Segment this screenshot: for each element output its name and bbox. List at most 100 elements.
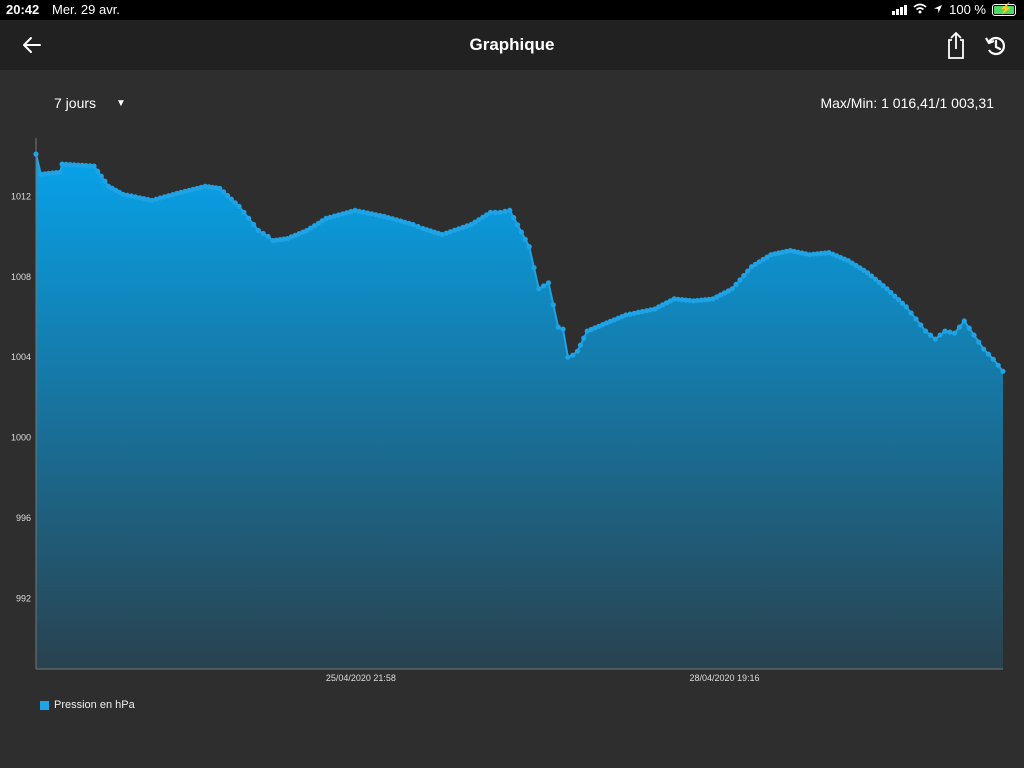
data-point <box>98 173 104 179</box>
data-point <box>756 259 762 265</box>
data-point <box>627 311 633 317</box>
data-point <box>157 195 163 201</box>
back-button[interactable] <box>18 32 48 58</box>
status-right: 100 % ⚡ <box>892 2 1016 17</box>
data-point <box>861 267 867 273</box>
app-bar: Graphique <box>0 20 1024 70</box>
data-point <box>492 209 498 215</box>
legend-swatch <box>40 700 49 710</box>
period-dropdown[interactable]: 7 jours ▼ <box>54 95 126 111</box>
data-point <box>53 170 59 176</box>
data-point <box>476 217 482 223</box>
data-point <box>83 163 89 169</box>
data-point <box>923 328 929 334</box>
data-point <box>619 314 625 320</box>
data-point <box>487 209 494 215</box>
data-point <box>845 258 851 264</box>
data-point <box>381 213 387 219</box>
data-point <box>174 190 180 196</box>
data-point <box>596 323 602 329</box>
y-tick-label: 1008 <box>11 272 31 282</box>
data-point <box>511 215 517 221</box>
data-point <box>57 169 63 175</box>
data-point <box>971 332 977 338</box>
status-bar: 20:42 Mer. 29 avr. 100 % ⚡ <box>0 0 1024 20</box>
data-point <box>791 248 797 254</box>
data-point <box>364 210 371 216</box>
data-point <box>456 226 462 232</box>
data-point <box>803 251 809 257</box>
data-point <box>33 151 39 157</box>
data-point <box>190 186 196 192</box>
data-point <box>966 325 972 331</box>
data-point <box>764 254 770 260</box>
data-point <box>795 249 801 255</box>
data-point <box>161 194 168 200</box>
data-point <box>464 223 470 229</box>
data-point <box>536 286 542 292</box>
legend-label: Pression en hPa <box>54 699 135 711</box>
data-point <box>981 346 987 352</box>
data-point <box>497 209 503 215</box>
history-button[interactable] <box>982 32 1010 60</box>
data-point <box>308 225 314 231</box>
data-point <box>415 223 421 230</box>
data-point <box>752 261 759 267</box>
period-label: 7 jours <box>54 95 97 111</box>
data-point <box>826 250 832 256</box>
data-point <box>431 229 437 235</box>
data-point <box>369 211 375 217</box>
data-point <box>265 233 271 240</box>
data-point <box>385 215 391 221</box>
data-point <box>145 196 151 203</box>
data-point <box>768 252 774 258</box>
data-point <box>663 300 670 306</box>
max-min-readout: Max/Min: 1 016,41/1 003,31 <box>820 95 994 111</box>
data-point <box>603 320 610 326</box>
data-point <box>217 185 223 191</box>
data-point <box>323 215 329 221</box>
data-point <box>304 227 310 234</box>
data-point <box>447 229 453 235</box>
data-point <box>284 236 290 242</box>
data-point <box>124 192 130 198</box>
data-point <box>990 356 996 362</box>
data-point <box>331 213 337 219</box>
pressure-area <box>36 154 1003 670</box>
data-point <box>75 162 81 168</box>
data-point <box>896 297 902 303</box>
data-point <box>718 292 724 298</box>
data-point <box>652 306 658 312</box>
data-point <box>729 286 735 292</box>
data-point <box>648 307 654 313</box>
data-point <box>822 250 828 256</box>
data-point <box>581 335 587 341</box>
data-point <box>691 298 697 304</box>
share-button[interactable] <box>942 30 970 60</box>
data-point <box>255 227 261 234</box>
data-point <box>67 162 73 168</box>
data-point <box>956 324 963 330</box>
data-point <box>741 273 747 279</box>
data-point <box>853 262 859 269</box>
data-point <box>170 192 176 198</box>
data-point <box>63 161 69 167</box>
data-point <box>679 297 685 303</box>
data-point <box>884 286 890 292</box>
page-title: Graphique <box>469 35 555 54</box>
data-point <box>706 296 712 302</box>
data-point <box>913 316 919 322</box>
data-point <box>518 229 525 235</box>
data-point <box>410 221 416 228</box>
data-point <box>42 171 48 177</box>
data-point <box>398 218 404 224</box>
data-point <box>59 161 65 167</box>
data-point <box>311 223 318 229</box>
data-point <box>857 265 863 271</box>
wifi-icon <box>913 2 927 17</box>
data-point <box>985 351 992 357</box>
x-tick-label: 28/04/2020 19:16 <box>689 673 759 683</box>
data-point <box>942 328 948 334</box>
data-point <box>749 264 755 270</box>
data-point <box>810 251 817 257</box>
